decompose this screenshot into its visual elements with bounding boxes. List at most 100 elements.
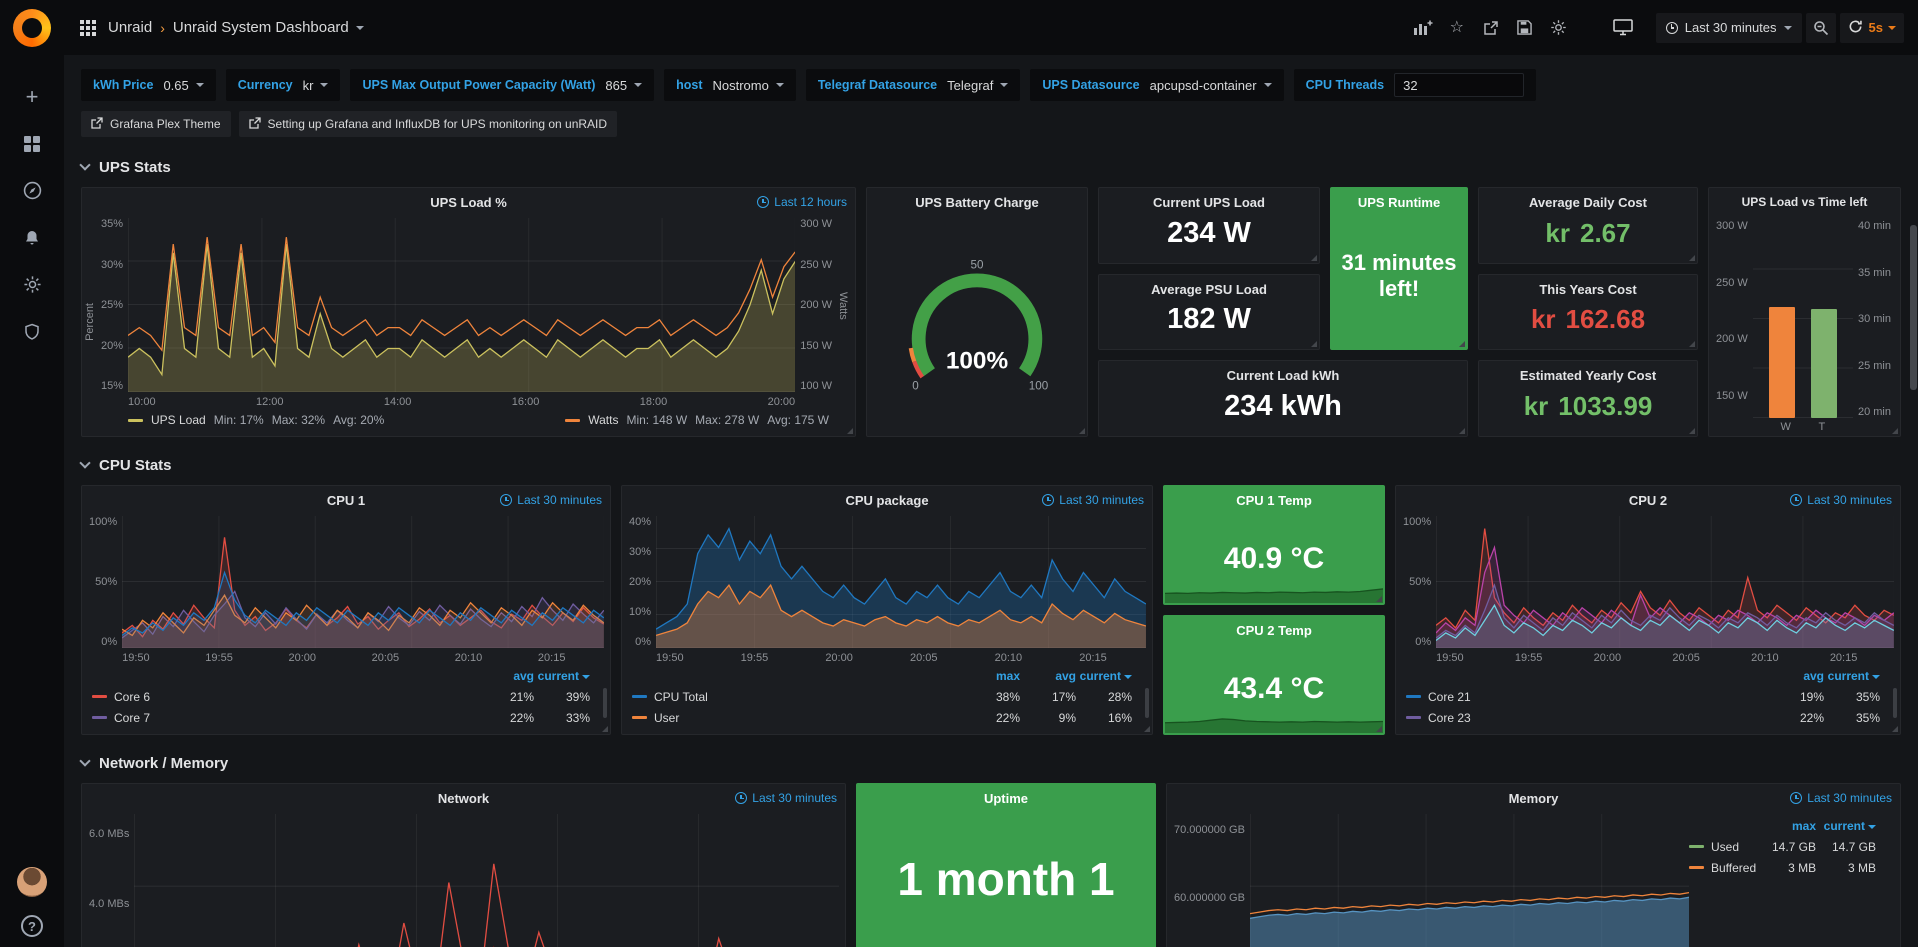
panel-time-range[interactable]: Last 30 minutes [500,493,602,507]
y-axis-right: 40 min35 min30 min25 min20 min [1853,220,1896,436]
variable-value-dropdown[interactable]: Telegraf [947,78,1008,93]
dashboards-icon[interactable] [0,120,64,167]
variable-value-dropdown[interactable]: 0.65 [163,78,203,93]
variable-value-dropdown[interactable]: Nostromo [712,78,783,93]
legend-item[interactable]: CPU Total 38% 17% 28% [632,686,1144,707]
panel-title-ups-load[interactable]: UPS Load % [82,188,855,216]
panel-title-cpu2-temp[interactable]: CPU 2 Temp [1164,616,1384,644]
save-icon[interactable] [1510,13,1540,43]
legend: avgcurrent Core 21 19% 35% Core 23 22% 3… [1396,666,1900,734]
series-color-swatch [565,419,580,422]
legend-item-watts[interactable]: Watts Min: 148 W Max: 278 W Avg: 175 W [565,413,829,427]
stat-title[interactable]: Current UPS Load [1153,195,1265,210]
stat-title[interactable]: Current Load kWh [1227,368,1340,383]
alerting-bell-icon[interactable] [0,214,64,261]
legend-item[interactable]: Core 6 21% 39% [92,686,602,707]
share-icon[interactable] [1476,13,1506,43]
cpu2-chart[interactable] [1436,516,1894,648]
legend-scrollbar[interactable] [1893,688,1897,718]
configuration-gear-icon[interactable] [0,261,64,308]
refresh-controls[interactable]: 5s [1840,13,1904,43]
stat-value: kr2.67 [1545,210,1630,263]
series-color-swatch [1406,716,1421,719]
panel-title-uptime[interactable]: Uptime [857,784,1155,812]
legend-headers[interactable]: avgcurrent [1406,666,1892,686]
bar-time-left[interactable] [1811,309,1837,418]
variable-value-dropdown[interactable]: apcupsd-container [1150,78,1272,93]
panel-time-range[interactable]: Last 30 minutes [1042,493,1144,507]
legend-item[interactable]: Core 23 22% 35% [1406,707,1892,728]
svg-text:100: 100 [1029,380,1049,393]
y-axis-left: 40%30%20%10%0% [624,516,656,666]
legend-item-ups-load[interactable]: UPS Load Min: 17% Max: 32% Avg: 20% [128,413,384,427]
page-scrollbar[interactable] [1909,55,1918,947]
admin-shield-icon[interactable] [0,308,64,355]
variable-value-dropdown[interactable]: 865 [605,78,642,93]
cpu1-chart[interactable] [122,516,604,648]
x-axis: 19:5019:5520:0020:0520:1020:15 [1436,648,1894,666]
variable-ups-datasource: UPS Datasource apcupsd-container [1030,69,1283,101]
user-avatar[interactable] [17,867,47,897]
stat-title[interactable]: Estimated Yearly Cost [1520,368,1656,383]
stat-value: kr1033.99 [1524,383,1653,436]
variable-value-dropdown[interactable]: kr [303,78,329,93]
scrollbar-thumb[interactable] [1910,225,1917,390]
refresh-icon[interactable] [1848,19,1863,37]
stat-title[interactable]: This Years Cost [1539,282,1636,297]
legend-item[interactable]: Core 7 22% 33% [92,707,602,728]
svg-text:0: 0 [912,380,919,393]
dashboard-grid-icon[interactable] [74,20,102,36]
panel-title-cpu1-temp[interactable]: CPU 1 Temp [1164,486,1384,514]
panel-time-range[interactable]: Last 12 hours [757,195,847,209]
stat-title[interactable]: UPS Runtime [1358,195,1440,210]
link-grafana-plex-theme[interactable]: Grafana Plex Theme [81,111,231,137]
breadcrumb-root[interactable]: Unraid [108,19,152,36]
panel-time-range[interactable]: Last 30 minutes [1790,493,1892,507]
section-network-memory[interactable]: Network / Memory [81,747,1901,779]
section-ups-stats[interactable]: UPS Stats [81,151,1901,183]
panel-title-battery[interactable]: UPS Battery Charge [867,188,1087,216]
series-color-swatch [1689,866,1704,869]
clock-icon [500,494,512,506]
stat-value: 182 W [1167,297,1251,350]
bar-watts[interactable] [1769,307,1795,418]
legend-item[interactable]: User 22% 9% 16% [632,707,1144,728]
legend-item[interactable]: Core 21 19% 35% [1406,686,1892,707]
create-icon[interactable]: + [0,73,64,120]
legend-item[interactable]: Used 14.7 GB 14.7 GB [1689,836,1888,857]
tv-kiosk-icon[interactable] [1608,13,1638,43]
panel-time-range[interactable]: Last 30 minutes [735,791,837,805]
refresh-interval-dropdown[interactable]: 5s [1869,20,1896,35]
cpu-temp-column: CPU 1 Temp 40.9 °C CPU 2 Temp 43.4 °C [1163,485,1385,735]
legend-scrollbar[interactable] [603,688,607,718]
ups-load-chart[interactable] [128,218,795,392]
panel-time-range[interactable]: Last 30 minutes [1790,791,1892,805]
add-panel-icon[interactable] [1408,13,1438,43]
dashboard-title[interactable]: Unraid System Dashboard [173,19,364,36]
panel-title-ups-bar[interactable]: UPS Load vs Time left [1709,188,1900,216]
cpu-threads-input[interactable] [1394,73,1524,97]
sidebar: + ? [0,0,64,947]
navbar: Unraid › Unraid System Dashboard ☆ [64,0,1918,55]
stat-title[interactable]: Average PSU Load [1151,282,1267,297]
star-icon[interactable]: ☆ [1442,13,1472,43]
legend-headers[interactable]: avgcurrent [92,666,602,686]
variable-label: kWh Price [93,78,153,92]
cpu-package-chart[interactable] [656,516,1146,648]
panel-title-network[interactable]: Network [82,784,845,812]
section-cpu-stats[interactable]: CPU Stats [81,449,1901,481]
settings-gear-icon[interactable] [1544,13,1574,43]
link-ups-monitoring-guide[interactable]: Setting up Grafana and InfluxDB for UPS … [239,111,618,137]
help-icon[interactable]: ? [21,915,43,937]
legend-headers[interactable]: maxavgcurrent [632,666,1144,686]
explore-compass-icon[interactable] [0,167,64,214]
legend-scrollbar[interactable] [1145,688,1149,718]
memory-chart[interactable] [1250,814,1689,947]
time-range-picker[interactable]: Last 30 minutes [1656,13,1802,43]
legend-item[interactable]: Buffered 3 MB 3 MB [1689,857,1888,878]
grafana-logo[interactable] [13,9,51,47]
network-chart[interactable] [134,814,839,947]
stat-title[interactable]: Average Daily Cost [1529,195,1647,210]
zoom-out-time-icon[interactable] [1806,13,1836,43]
legend-headers[interactable]: maxcurrent [1689,816,1888,836]
